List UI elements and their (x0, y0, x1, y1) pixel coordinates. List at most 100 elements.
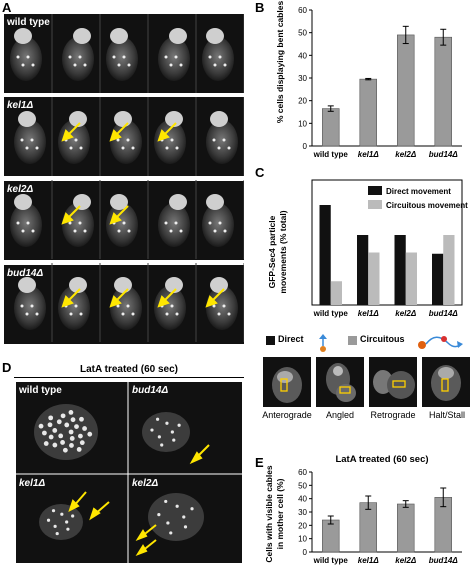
patch-dot (68, 55, 72, 59)
y-tick-label: 40 (298, 495, 307, 504)
y-axis-label-line-1: Cells with visible cables (264, 465, 274, 563)
halt-stall-micrograph (422, 357, 470, 407)
actin-patch (190, 507, 194, 511)
patch-dot (21, 63, 25, 67)
patch-dot (179, 229, 183, 233)
patch-dot (68, 221, 72, 225)
yeast-cell (206, 120, 238, 164)
actin-patch (60, 512, 64, 516)
patch-dot (131, 312, 135, 316)
direct-legend-swatch (266, 336, 275, 345)
yeast-cell (39, 504, 83, 540)
genotype-label: bud14Δ (7, 268, 44, 279)
bar-circuitous (405, 252, 417, 305)
patch-dot (20, 304, 24, 308)
yeast-cell (142, 412, 190, 452)
patch-dot (78, 221, 82, 225)
actin-patch (78, 433, 83, 439)
panel-c-bar-chart: GFP-Sec4 particle movements (% total) wi… (267, 179, 468, 318)
legend-swatch (368, 200, 382, 209)
patch-dot (79, 146, 83, 150)
patch-dot (26, 221, 30, 225)
actin-patch (150, 428, 154, 432)
yeast-bud (14, 28, 32, 44)
yeast-bud (69, 111, 87, 127)
genotype-label: kel1Δ (7, 100, 34, 111)
patch-dot (25, 146, 29, 150)
yeast-bud (210, 111, 228, 127)
y-tick-label: 30 (298, 74, 307, 83)
bar (359, 502, 377, 553)
angled-micrograph (316, 357, 364, 407)
yeast-cell (202, 37, 234, 81)
genotype-label: kel2Δ (7, 184, 34, 195)
yeast-cell (10, 203, 42, 247)
yellow-arrowhead (61, 129, 74, 142)
patch-dot (31, 63, 35, 67)
patch-dot (121, 146, 125, 150)
x-tick-label: wild type (313, 556, 349, 565)
bar-direct (432, 253, 444, 305)
x-tick-label: kel2Δ (395, 309, 417, 318)
yeast-bud (206, 194, 224, 210)
panel-b-label: B (255, 0, 265, 15)
yeast-bud (169, 194, 187, 210)
yeast-bud (165, 277, 183, 293)
patch-dot (131, 146, 135, 150)
patch-dot (117, 63, 121, 67)
actin-patch (55, 531, 59, 536)
yeast-bud (110, 194, 128, 210)
micrograph-cells-overlay (10, 14, 244, 342)
patch-dot (213, 63, 217, 67)
actin-patch (183, 525, 188, 529)
y-tick-label: 40 (298, 51, 307, 60)
yeast-bud (18, 111, 36, 127)
yellow-arrowhead (205, 295, 218, 308)
yellow-arrowhead (109, 295, 122, 308)
yeast-cell (58, 286, 90, 330)
yeast-cell (154, 286, 186, 330)
yeast-cell (14, 120, 46, 164)
example-label-angled: Angled (325, 410, 355, 420)
plot-frame (311, 179, 463, 306)
actin-patch (79, 440, 85, 446)
y-axis-label-line-1: GFP-Sec4 particle (267, 215, 277, 288)
chart-title: LatA treated (60 sec) (335, 454, 428, 465)
patch-dot (208, 55, 212, 59)
patch-dot (74, 304, 78, 308)
patch-dot (30, 304, 34, 308)
x-tick-label: bud14Δ (429, 556, 459, 565)
panel-e-bar-chart: LatA treated (60 sec) Cells with visible… (264, 454, 462, 565)
patch-dot (179, 63, 183, 67)
patch-dot (78, 55, 82, 59)
y-tick-label: 20 (298, 521, 307, 530)
actin-patch (56, 419, 62, 425)
patch-dot (169, 63, 173, 67)
yeast-cell (148, 493, 204, 541)
patch-dot (174, 55, 178, 59)
patch-dot (20, 138, 24, 142)
x-tick-label: kel1Δ (358, 150, 380, 159)
x-tick-label: kel2Δ (395, 556, 417, 565)
y-tick-label: 30 (298, 508, 307, 517)
actin-patch (71, 514, 75, 518)
patch-dot (227, 312, 231, 316)
y-tick-label: 20 (298, 97, 307, 106)
patch-dot (121, 312, 125, 316)
actin-patch (166, 521, 170, 525)
panel-a-label: A (2, 0, 12, 15)
actin-patch (60, 413, 66, 419)
yeast-cell (106, 37, 138, 81)
actin-patch (182, 515, 186, 519)
x-tick-label: kel2Δ (395, 150, 417, 159)
yeast-bud (206, 28, 224, 44)
actin-patch (52, 442, 58, 448)
actin-patch (64, 422, 70, 428)
actin-patch (175, 504, 179, 508)
legend-swatch (368, 186, 382, 195)
actin-patch (58, 433, 64, 439)
bar-circuitous (330, 281, 342, 305)
actin-patch (160, 443, 164, 447)
patch-dot (222, 138, 226, 142)
yeast-cell (206, 286, 238, 330)
